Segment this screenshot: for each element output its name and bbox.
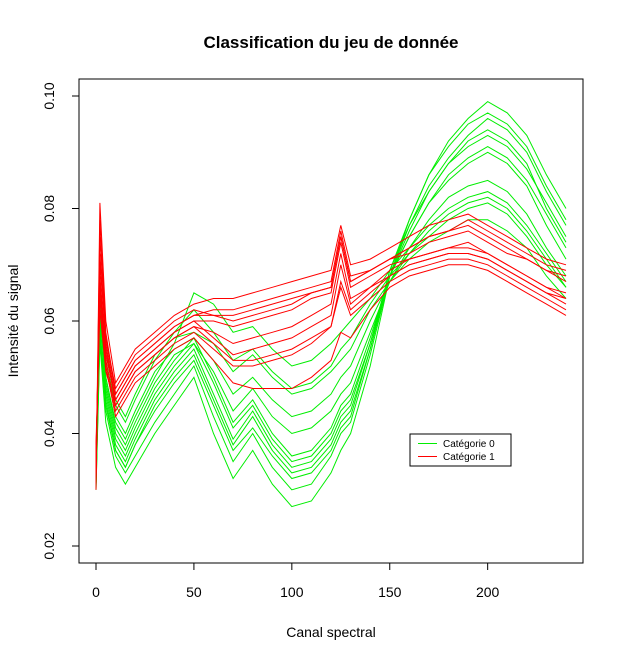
spectrum-line bbox=[95, 202, 567, 462]
spectrum-line bbox=[95, 264, 567, 445]
x-tick-label: 0 bbox=[92, 584, 100, 600]
y-tick-label: 0.04 bbox=[41, 420, 57, 447]
spectrum-line bbox=[95, 112, 567, 479]
spectrum-line bbox=[95, 219, 567, 468]
spectrum-line bbox=[95, 151, 567, 485]
y-tick-label: 0.06 bbox=[41, 307, 57, 334]
plot-frame bbox=[78, 78, 584, 564]
series-categorie-0 bbox=[95, 100, 567, 508]
x-tick-label: 50 bbox=[186, 584, 202, 600]
spectrum-line bbox=[95, 117, 567, 485]
spectrum-line bbox=[95, 134, 567, 485]
x-tick-label: 100 bbox=[280, 584, 304, 600]
spectrum-line bbox=[95, 196, 567, 473]
spectrum-line bbox=[95, 129, 567, 491]
legend-label-categorie-0: Catégorie 0 bbox=[443, 439, 495, 450]
series-lines bbox=[95, 100, 567, 508]
spectrum-line bbox=[95, 219, 567, 479]
y-axis-label: Intensité du signal bbox=[5, 265, 21, 378]
spectrum-line bbox=[95, 202, 567, 485]
x-tick-label: 150 bbox=[378, 584, 402, 600]
y-tick-label: 0.08 bbox=[41, 195, 57, 222]
spectrum-line bbox=[95, 100, 567, 508]
x-tick-label: 200 bbox=[476, 584, 500, 600]
chart-title: Classification du jeu de donnée bbox=[203, 33, 458, 52]
legend: Catégorie 0 Catégorie 1 bbox=[409, 433, 512, 467]
spectrum-line bbox=[95, 247, 567, 462]
y-axis: 0.02 0.04 0.06 0.08 0.10 bbox=[41, 82, 80, 560]
y-tick-label: 0.02 bbox=[41, 532, 57, 559]
spectrum-line bbox=[95, 258, 567, 457]
spectrum-line bbox=[95, 191, 567, 468]
x-axis: 0 50 100 150 200 bbox=[92, 562, 500, 600]
legend-label-categorie-1: Catégorie 1 bbox=[443, 452, 495, 463]
x-axis-label: Canal spectral bbox=[286, 624, 376, 640]
spectrum-line bbox=[95, 253, 567, 451]
spectrum-line bbox=[95, 146, 567, 473]
y-tick-label: 0.10 bbox=[41, 82, 57, 109]
series-categorie-1 bbox=[95, 202, 567, 490]
legend-box bbox=[409, 433, 512, 467]
spectrum-line bbox=[95, 179, 567, 479]
